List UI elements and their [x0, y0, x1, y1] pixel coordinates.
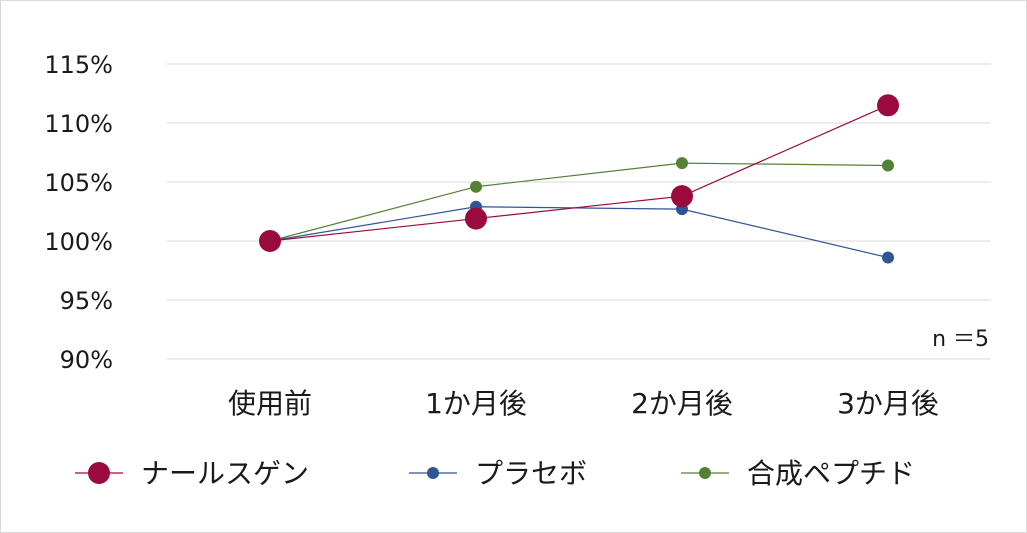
data-point [465, 207, 487, 230]
legend-item: プラセボ [409, 457, 587, 490]
legend-item: ナールスゲン [75, 457, 309, 490]
series-markers [259, 94, 899, 264]
x-category-label: 2か月後 [631, 387, 733, 420]
legend-label: プラセボ [475, 457, 587, 490]
sample-size-note: n ＝5 [932, 327, 989, 352]
legend-label: ナールスゲン [141, 457, 309, 490]
x-category-label: 3か月後 [837, 387, 939, 420]
series-line [269, 162, 889, 242]
data-point [259, 230, 281, 252]
x-category-label: 1か月後 [425, 387, 527, 420]
legend-marker-swatch [427, 467, 439, 479]
data-point [877, 94, 899, 117]
series-line [269, 104, 889, 242]
legend-marker-swatch [699, 467, 711, 479]
data-point [470, 180, 482, 193]
data-point [671, 185, 693, 208]
y-tick-label: 95% [60, 287, 113, 315]
data-point [882, 251, 894, 264]
legend-item: 合成ペプチド [681, 457, 915, 490]
y-tick-label: 105% [44, 169, 113, 197]
y-tick-label: 110% [44, 110, 113, 138]
legend-label: 合成ペプチド [747, 457, 915, 490]
data-point [882, 159, 894, 172]
y-tick-label: 90% [60, 346, 113, 374]
y-tick-label: 100% [44, 228, 113, 256]
x-axis-category-labels: 使用前 1か月後 2か月後 3か月後 [228, 387, 939, 420]
y-tick-label: 115% [44, 51, 113, 79]
data-point [676, 157, 688, 170]
gridlines [167, 63, 991, 360]
series-line [269, 206, 889, 259]
legend: ナールスゲン プラセボ 合成ペプチド [75, 457, 915, 490]
y-axis-tick-labels: 115% 110% 105% 100% 95% 90% [44, 51, 113, 374]
legend-marker-swatch [88, 462, 110, 484]
x-category-label: 使用前 [228, 387, 312, 420]
series-lines [269, 104, 889, 259]
